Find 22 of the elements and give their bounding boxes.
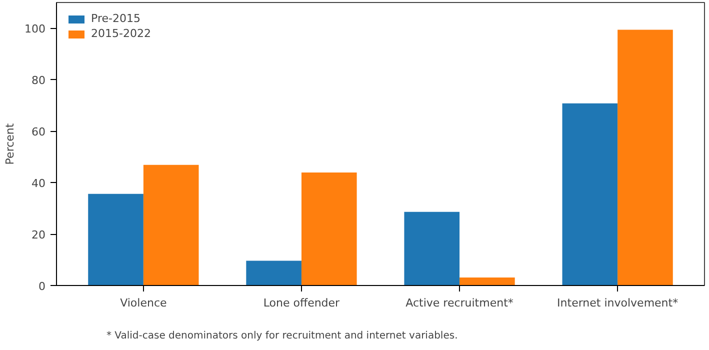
bar [246,260,302,286]
x-tick-label: Active recruitment* [406,296,514,310]
y-tick-label: 20 [32,228,46,242]
legend-label: Pre-2015 [91,12,140,25]
y-tick-label: 40 [32,177,46,190]
x-tick-label: Lone offender [263,296,340,310]
bar [301,172,357,286]
text: * Valid-case denominators only for recruitment and internet variables. [106,330,458,342]
y-tick-label: 80 [32,74,46,88]
bar [143,164,199,286]
y-tick-label: 0 [38,280,46,293]
legend-label: 2015-2022 [91,27,151,40]
y-tick-label: 60 [32,126,46,139]
bar [88,194,144,286]
bar [562,103,618,286]
x-tick-label: Violence [120,296,167,310]
y-axis-title: Percent [4,122,17,165]
y-tick-label: 100 [24,22,46,36]
bar [618,30,673,286]
x-tick-label: Internet involvement* [557,296,679,310]
bar [404,212,460,286]
bar [460,278,515,286]
